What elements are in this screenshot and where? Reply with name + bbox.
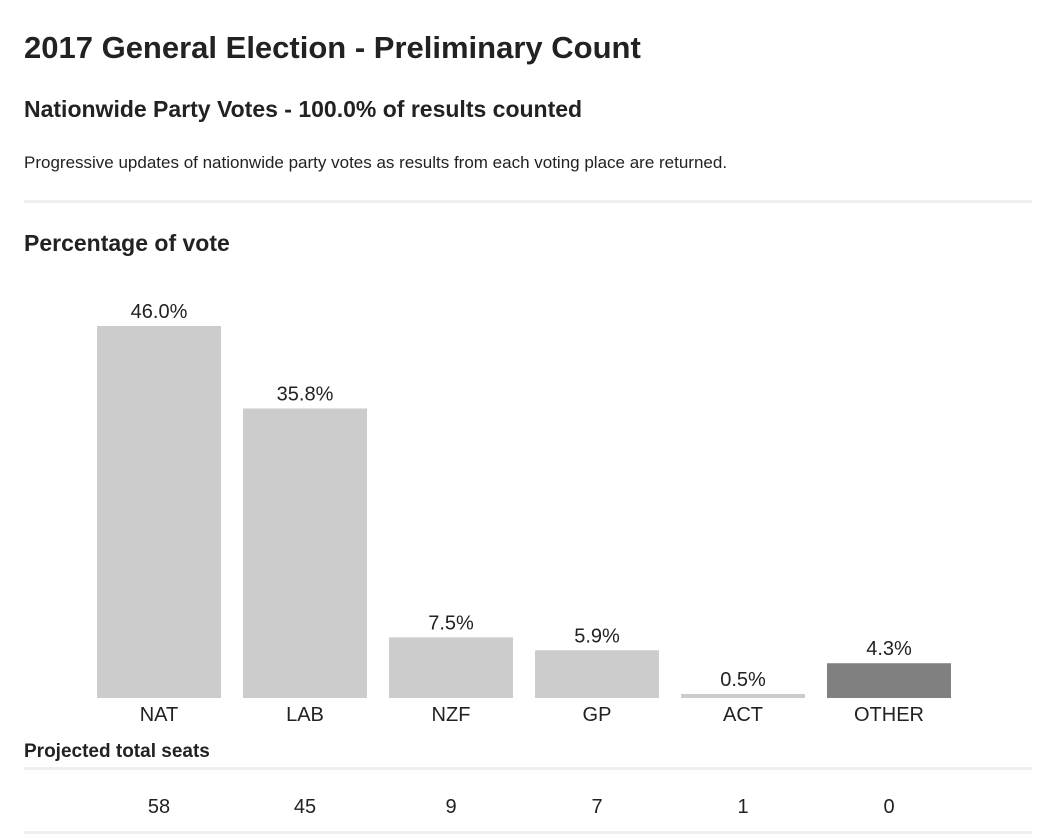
category-label-gp: GP — [583, 704, 612, 726]
bar-act — [681, 693, 805, 698]
seat-count-nzf: 9 — [445, 796, 457, 818]
category-label-act: ACT — [723, 704, 763, 726]
vote-percentage-bar-chart: 46.0% NAT 35.8% LAB 7.5% NZF 5.9% GP 0.5% ACT 4.3%… — [97, 301, 951, 726]
data-label-lab: 35.8% — [277, 383, 334, 405]
bar-other — [827, 663, 951, 698]
election-results-page: 2017 General Election - Preliminary Coun… — [24, 0, 1032, 840]
seat-count-other: 0 — [883, 796, 895, 818]
seats-row: 58 45 9 7 1 0 — [24, 796, 1032, 822]
seat-count-nat: 58 — [147, 796, 171, 818]
category-label-lab: LAB — [286, 704, 324, 726]
seats-top-divider — [24, 767, 1032, 770]
chart-title: Percentage of vote — [24, 230, 230, 256]
category-label-other: OTHER — [854, 704, 924, 726]
seat-count-lab: 45 — [293, 796, 317, 818]
category-label-nat: NAT — [140, 704, 179, 726]
seat-count-gp: 7 — [591, 796, 603, 818]
data-label-nzf: 7.5% — [428, 612, 474, 634]
data-label-gp: 5.9% — [574, 625, 620, 647]
data-label-nat: 46.0% — [131, 301, 188, 323]
data-label-act: 0.5% — [720, 669, 766, 691]
bar-gp — [535, 650, 659, 698]
page-title: 2017 General Election - Preliminary Coun… — [24, 30, 641, 65]
page-subtitle: Nationwide Party Votes - 100.0% of resul… — [24, 96, 583, 122]
seats-label: Projected total seats — [24, 741, 210, 762]
page-description: Progressive updates of nationwide party … — [24, 153, 728, 172]
category-label-nzf: NZF — [432, 704, 471, 726]
seats-bottom-divider — [24, 831, 1032, 834]
bar-nat — [97, 326, 221, 698]
seat-count-act: 1 — [737, 796, 749, 818]
data-label-other: 4.3% — [866, 638, 912, 660]
bar-nzf — [389, 637, 513, 698]
bar-lab — [243, 408, 367, 698]
header-divider — [24, 200, 1032, 203]
